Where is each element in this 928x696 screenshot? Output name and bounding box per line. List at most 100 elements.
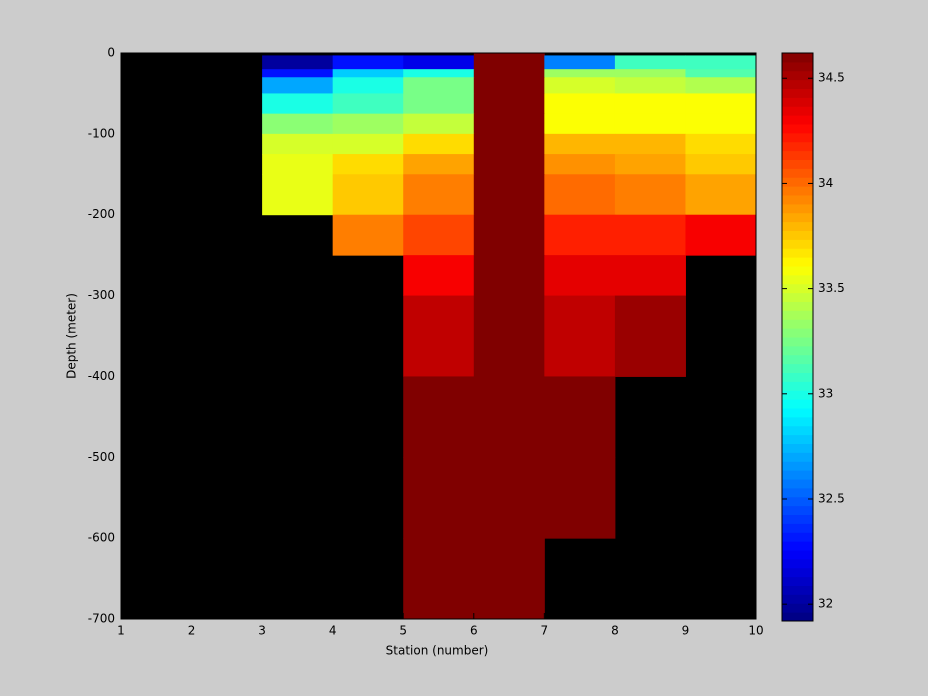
colorbar-swatch — [782, 567, 813, 578]
cell — [262, 69, 334, 78]
colorbar-swatch — [782, 88, 813, 98]
colorbar-swatch — [782, 159, 813, 169]
colorbar-swatch — [782, 594, 813, 604]
colorbar-swatch — [782, 203, 813, 214]
colorbar-tick-label: 32 — [818, 597, 833, 611]
colorbar-swatch — [782, 230, 813, 240]
y-tick-label: -200 — [88, 207, 115, 221]
cell — [473, 174, 545, 216]
y-tick-label: -100 — [88, 126, 115, 140]
colorbar-tick-label: 34.5 — [818, 71, 845, 85]
colorbar-swatch — [782, 479, 813, 489]
cell — [473, 154, 545, 175]
cell — [685, 133, 757, 155]
colorbar-tick-label: 32.5 — [818, 491, 845, 505]
cell — [332, 214, 404, 256]
cell — [473, 113, 545, 135]
colorbar-swatch — [782, 416, 813, 427]
colorbar-swatch — [782, 496, 813, 507]
colorbar-swatch — [782, 248, 813, 258]
y-tick-label: -300 — [88, 288, 115, 302]
cell — [403, 133, 475, 155]
cell — [473, 133, 545, 155]
colorbar-swatch — [782, 603, 813, 613]
colorbar-swatch — [782, 283, 813, 294]
colorbar-swatch — [782, 399, 813, 409]
colorbar-swatch — [782, 301, 813, 311]
cell — [544, 55, 616, 70]
y-tick-label: -400 — [88, 369, 115, 383]
colorbar-swatch — [782, 612, 813, 622]
cell — [332, 174, 404, 216]
colorbar-swatch — [782, 141, 813, 152]
cell — [614, 93, 686, 115]
colorbar-swatch — [782, 319, 813, 329]
cell — [332, 77, 404, 94]
colorbar-swatch — [782, 195, 813, 205]
x-tick-label: 6 — [470, 624, 478, 638]
cell — [403, 93, 475, 115]
y-axis-label: Depth (meter) — [65, 293, 79, 379]
colorbar-swatch — [782, 390, 813, 400]
cell — [473, 214, 545, 256]
colorbar-swatch — [782, 97, 813, 107]
colorbar-tick-label: 33.5 — [818, 281, 845, 295]
cell — [685, 55, 757, 70]
cell — [685, 93, 757, 115]
cell — [262, 113, 334, 135]
colorbar-swatch — [782, 470, 813, 480]
cell — [403, 69, 475, 78]
cell — [473, 457, 545, 539]
cell — [403, 77, 475, 94]
cell — [614, 174, 686, 216]
colorbar-swatch — [782, 310, 813, 320]
cell — [544, 174, 616, 216]
cell — [614, 255, 686, 297]
cell — [544, 93, 616, 115]
cell — [332, 133, 404, 155]
cell — [473, 69, 545, 78]
colorbar-swatch — [782, 239, 813, 249]
colorbar-swatch — [782, 576, 813, 586]
cell — [332, 69, 404, 78]
colorbar-swatch — [782, 443, 813, 453]
x-tick-label: 5 — [399, 624, 407, 638]
cell — [544, 113, 616, 135]
cell — [544, 376, 616, 458]
cell — [614, 55, 686, 70]
cell — [544, 214, 616, 256]
x-tick-label: 4 — [329, 624, 337, 638]
x-tick-label: 8 — [611, 624, 619, 638]
cell — [262, 174, 334, 216]
colorbar-swatch — [782, 177, 813, 187]
colorbar-frame — [781, 52, 814, 622]
cell — [614, 133, 686, 155]
colorbar-swatch — [782, 585, 813, 595]
colorbar-swatch — [782, 514, 813, 524]
colorbar-swatch — [782, 354, 813, 365]
cell — [262, 77, 334, 94]
colorbar-swatch — [782, 452, 813, 462]
colorbar-swatch — [782, 221, 813, 231]
cell — [403, 55, 475, 70]
x-tick-label: 2 — [188, 624, 196, 638]
cell — [403, 457, 475, 539]
colorbar-swatch — [782, 257, 813, 267]
cell — [332, 154, 404, 175]
colorbar-swatch — [782, 408, 813, 418]
cell — [403, 174, 475, 216]
colorbar-swatch — [782, 425, 813, 436]
colorbar-swatch — [782, 461, 813, 471]
cell — [403, 113, 475, 135]
x-tick-label: 3 — [258, 624, 266, 638]
y-tick-label: -700 — [88, 612, 115, 626]
y-tick-label: -500 — [88, 450, 115, 464]
colorbar-swatch — [782, 328, 813, 338]
colorbar-swatch — [782, 532, 813, 542]
cell — [544, 295, 616, 377]
cell — [685, 77, 757, 94]
colorbar-swatch — [782, 115, 813, 125]
cell — [614, 154, 686, 175]
colorbar-swatch — [782, 558, 813, 569]
